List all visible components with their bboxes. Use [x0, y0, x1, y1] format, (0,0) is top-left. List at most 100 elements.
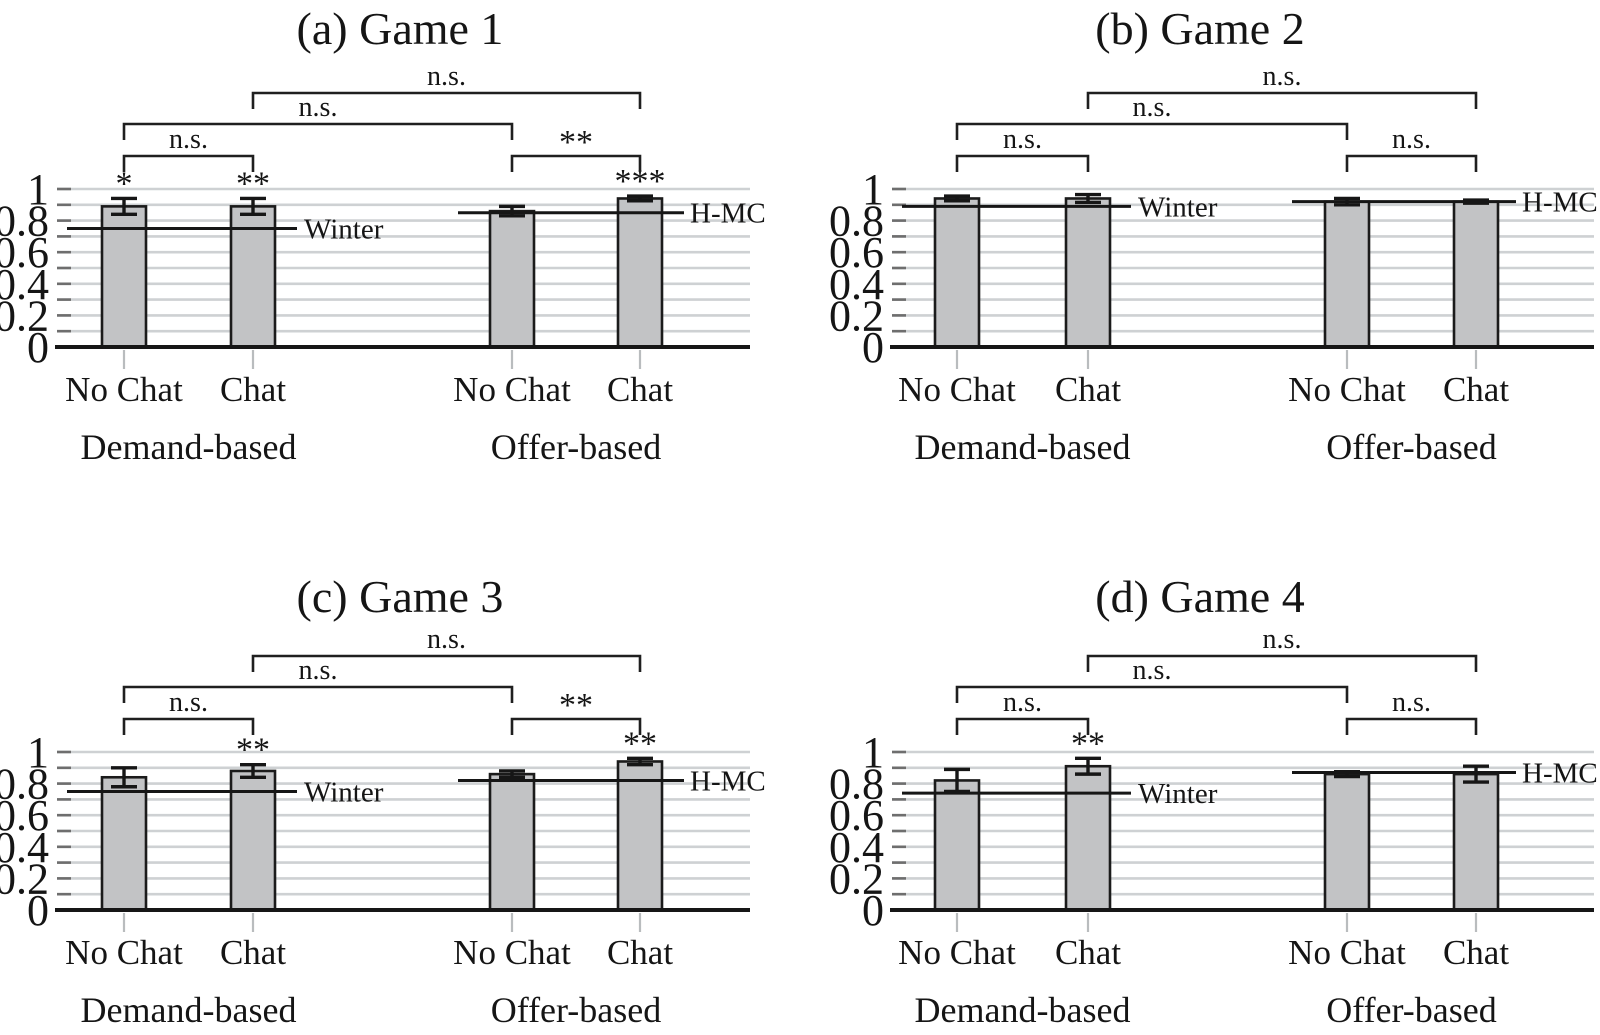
significance-bracket	[1345, 154, 1478, 172]
x-category-label: No Chat	[898, 933, 1016, 972]
x-group-label: Demand-based	[915, 427, 1131, 467]
significance-label: n.s.	[427, 624, 466, 655]
y-tick-label: 1	[862, 728, 884, 777]
significance-label: n.s.	[1003, 124, 1042, 155]
x-group-label: Offer-based	[1326, 990, 1497, 1030]
x-category-label: No Chat	[453, 370, 571, 409]
bar	[100, 775, 148, 912]
chart-panel-d: (d) Game 4 Winter H-MC 00.20.40.60.81 No Cha…	[829, 571, 1598, 1030]
ref-line-label: H-MC	[1522, 758, 1598, 790]
chart-panel-b: (b) Game 2 Winter H-MC 00.20.40.60.81 No Cha…	[829, 3, 1598, 467]
significance-bracket	[1345, 717, 1478, 735]
y-tick-label: 0.4	[829, 823, 884, 872]
x-group-label: Demand-based	[81, 990, 297, 1030]
ref-line-label: Winter	[1138, 778, 1218, 810]
x-category-label: Chat	[1055, 370, 1121, 409]
bar-significance-label: *	[116, 165, 133, 202]
significance-bracket	[1086, 654, 1478, 672]
y-tick-label: 0.8	[0, 760, 49, 809]
significance-label: n.s.	[427, 61, 466, 92]
bar-significance-label: **	[236, 732, 270, 769]
x-category-label: Chat	[1055, 933, 1121, 972]
x-category-label: No Chat	[65, 933, 183, 972]
y-tick-label: 0.8	[0, 197, 49, 246]
significance-bracket	[122, 154, 255, 172]
significance-label: **	[559, 687, 593, 724]
panel-b-cell: (b) Game 2 Winter H-MC 0 0.2 0.4 0.6 0.8 1 No Cha…	[800, 0, 1600, 517]
x-group-label: Demand-based	[81, 427, 297, 467]
x-category-label: Chat	[220, 370, 286, 409]
x-group-label: Offer-based	[491, 427, 662, 467]
bar	[616, 197, 664, 349]
chart-panel-a: (a) Game 1 Winter H-MC 00.20.40.60.81 No Cha…	[0, 3, 766, 467]
x-group-label: Offer-based	[491, 990, 662, 1030]
significance-label: **	[559, 124, 593, 161]
significance-label: n.s.	[1263, 624, 1302, 655]
ref-line-label: H-MC	[690, 765, 766, 797]
y-tick-label: 0.6	[0, 228, 49, 277]
x-category-label: Chat	[1443, 370, 1509, 409]
x-category-label: Chat	[607, 370, 673, 409]
y-tick-label: 0.2	[0, 291, 49, 340]
bar	[488, 772, 536, 912]
y-tick-label: 0	[27, 323, 49, 372]
significance-label: n.s.	[299, 655, 338, 686]
significance-bracket	[122, 122, 514, 140]
x-category-label: No Chat	[1288, 370, 1406, 409]
y-tick-label: 0.6	[0, 791, 49, 840]
x-category-label: Chat	[220, 933, 286, 972]
bar	[1064, 197, 1112, 349]
y-tick-label: 0	[27, 886, 49, 935]
significance-bracket	[955, 717, 1090, 735]
significance-bracket	[1086, 91, 1478, 109]
significance-bracket	[955, 685, 1349, 703]
x-category-label: Chat	[1443, 933, 1509, 972]
panel-title: (a) Game 1	[297, 3, 504, 54]
bar	[1323, 772, 1371, 912]
significance-label: n.s.	[299, 92, 338, 123]
x-group-label: Offer-based	[1326, 427, 1497, 467]
y-tick-label: 0.4	[0, 823, 49, 872]
y-tick-label: 0.6	[829, 228, 884, 277]
x-category-label: Chat	[607, 933, 673, 972]
panel-title: (c) Game 3	[297, 571, 504, 622]
bar	[1323, 200, 1371, 349]
ref-line-label: H-MC	[1522, 187, 1598, 219]
bar	[488, 209, 536, 349]
significance-bracket	[955, 154, 1090, 172]
y-tick-label: 0.6	[829, 791, 884, 840]
panel-a-cell: (a) Game 1 Winter H-MC 0 0.2 0.4 0.6 0.8 1 No Cha…	[0, 0, 800, 517]
ref-line-label: Winter	[1138, 191, 1218, 223]
significance-bracket	[251, 654, 642, 672]
panel-title: (b) Game 2	[1095, 3, 1304, 54]
bar	[1452, 200, 1500, 349]
significance-label: n.s.	[1263, 61, 1302, 92]
significance-bracket	[251, 91, 642, 109]
bar	[1064, 764, 1112, 912]
x-category-label: No Chat	[65, 370, 183, 409]
significance-bracket	[122, 717, 255, 735]
significance-label: n.s.	[1003, 687, 1042, 718]
y-tick-label: 1	[862, 165, 884, 214]
x-category-label: No Chat	[1288, 933, 1406, 972]
significance-bracket	[510, 154, 642, 172]
y-tick-label: 1	[27, 165, 49, 214]
ref-line-label: Winter	[304, 214, 384, 246]
significance-bracket	[955, 122, 1349, 140]
y-tick-label: 0.2	[829, 291, 884, 340]
significance-label: n.s.	[1392, 687, 1431, 718]
panel-title: (d) Game 4	[1095, 571, 1304, 622]
bar	[933, 779, 981, 912]
x-category-label: No Chat	[898, 370, 1016, 409]
x-category-label: No Chat	[453, 933, 571, 972]
bar	[1452, 772, 1500, 912]
y-tick-label: 1	[27, 728, 49, 777]
significance-label: n.s.	[1133, 655, 1172, 686]
y-tick-label: 0	[862, 323, 884, 372]
bar	[616, 760, 664, 912]
chart-panel-c: (c) Game 3 Winter H-MC 00.20.40.60.81 No Cha…	[0, 571, 766, 1030]
significance-bracket	[122, 685, 514, 703]
y-tick-label: 0.4	[829, 260, 884, 309]
ref-line-label: H-MC	[690, 198, 766, 230]
